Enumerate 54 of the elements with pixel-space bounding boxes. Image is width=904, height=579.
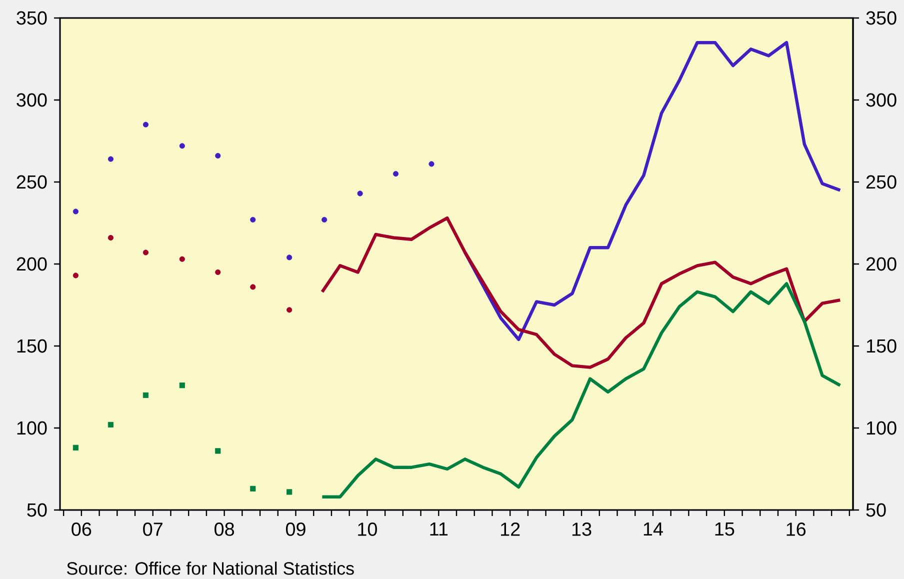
point — [215, 448, 221, 454]
point — [357, 190, 363, 196]
point — [250, 486, 256, 492]
x-tick-label: 14 — [644, 522, 663, 536]
point — [179, 382, 185, 388]
point — [250, 216, 256, 223]
point — [250, 284, 256, 290]
y2-tick-label: 200 — [866, 257, 896, 271]
y-tick-label: 300 — [16, 93, 47, 107]
point — [286, 489, 292, 495]
x-tick-label: 12 — [500, 522, 520, 536]
y-tick-label: 200 — [16, 257, 47, 271]
point — [142, 250, 149, 256]
x-tick-label: 07 — [143, 522, 162, 536]
point — [286, 307, 292, 313]
point — [179, 143, 185, 149]
point — [215, 152, 221, 159]
x-tick-label: 08 — [214, 522, 234, 536]
x-tick-label: 13 — [572, 522, 592, 536]
y-tick-label: 150 — [17, 339, 47, 353]
x-tick-label: 15 — [715, 522, 734, 536]
x-tick-label: 10 — [358, 522, 377, 536]
y2-tick-label: 50 — [866, 503, 886, 517]
point — [108, 422, 114, 428]
point — [179, 256, 185, 262]
point — [286, 254, 292, 260]
point — [142, 122, 149, 128]
point — [72, 272, 79, 278]
point — [322, 216, 328, 223]
y-tick-label: 100 — [17, 421, 47, 435]
x-tick-label: 11 — [430, 522, 448, 536]
point — [72, 208, 79, 214]
point — [72, 444, 79, 450]
y2-tick-label: 100 — [866, 421, 896, 435]
y2-tick-label: 300 — [866, 93, 896, 107]
y2-tick-label: 250 — [866, 175, 896, 189]
point — [392, 171, 399, 177]
point — [142, 392, 149, 398]
x-tick-label: 09 — [286, 522, 306, 536]
source-note: Source: Office for National Statistics — [67, 562, 354, 575]
line-series — [463, 41, 842, 342]
x-tick-label: 16 — [786, 522, 806, 536]
point — [108, 234, 114, 241]
y-tick-label: 350 — [16, 11, 47, 25]
y-tick-label: 50 — [27, 503, 47, 517]
point — [428, 161, 434, 167]
y2-tick-label: 150 — [866, 339, 896, 353]
y2-tick-label: 350 — [866, 11, 896, 25]
x-tick-label: 06 — [72, 522, 92, 536]
point — [215, 269, 221, 275]
y-tick-label: 250 — [16, 175, 47, 189]
line-series — [320, 216, 842, 369]
line-series — [320, 282, 842, 498]
point — [108, 156, 114, 162]
